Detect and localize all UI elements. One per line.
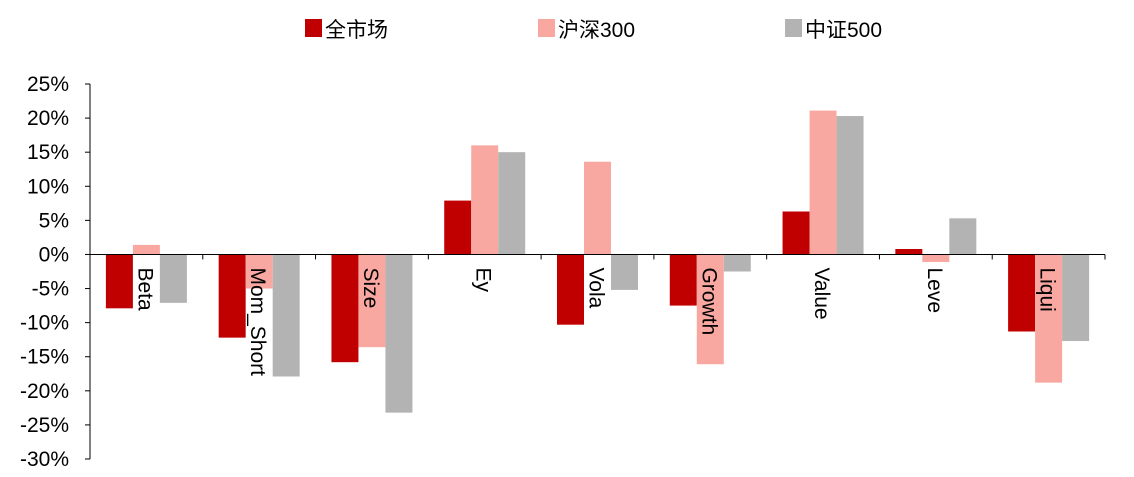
- bar-中证500-Leve: [949, 218, 977, 255]
- y-tick-label: -20%: [20, 380, 69, 403]
- bars: [105, 110, 1090, 413]
- x-axis: [89, 253, 1106, 260]
- legend-label: 沪深300: [558, 19, 635, 42]
- legend: 全市场 沪深300 中证500: [305, 19, 882, 42]
- category-label: Growth: [697, 267, 720, 335]
- legend-swatch: [538, 19, 555, 37]
- y-tick-label: 25%: [27, 73, 69, 96]
- category-label: Size: [359, 267, 382, 308]
- bar-全市场-Size: [331, 254, 359, 363]
- y-tick-label: 5%: [39, 209, 69, 232]
- bar-沪深300-Vola: [584, 161, 611, 255]
- bar-沪深300-Leve: [922, 254, 950, 262]
- category-label: Beta: [133, 267, 156, 311]
- category-label: Leve: [923, 267, 946, 313]
- bar-全市场-Vola: [557, 254, 584, 325]
- bar-沪深300-Beta: [132, 244, 160, 255]
- y-tick-label: -30%: [20, 448, 69, 471]
- y-tick-label: -10%: [20, 312, 69, 335]
- y-tick-label: 0%: [39, 243, 69, 266]
- bar-中证500-Value: [836, 116, 864, 255]
- bar-全市场-Mom_Short: [218, 254, 246, 338]
- category-label: Value: [810, 267, 833, 319]
- bar-全市场-Growth: [669, 254, 697, 306]
- y-axis: 25% 20% 15% 10% 5% 0% -5% -10% -15% -20% -25% -30%: [20, 73, 91, 471]
- category-label: Ey: [472, 267, 495, 292]
- category-labels: Beta Mom_Short Size Ey Vola Growth Value Leve Li…: [133, 267, 1058, 376]
- bar-全市场-Liqui: [1008, 254, 1036, 332]
- bar-全市场-Beta: [105, 254, 133, 309]
- bar-全市场-Leve: [895, 249, 923, 255]
- legend-swatch: [785, 19, 802, 37]
- y-tick-label: -5%: [32, 278, 69, 301]
- bar-沪深300-Size: [358, 254, 386, 348]
- bar-全市场-Ey: [444, 200, 472, 255]
- bar-全市场-Value: [782, 211, 810, 255]
- bar-中证500-Liqui: [1062, 254, 1090, 342]
- bar-沪深300-Value: [809, 110, 837, 255]
- category-label: Liqui: [1036, 267, 1059, 311]
- bar-沪深300-Growth: [696, 254, 724, 365]
- legend-swatch: [305, 19, 322, 37]
- bar-沪深300-Liqui: [1035, 254, 1063, 383]
- y-tick-label: -25%: [20, 414, 69, 437]
- legend-label: 中证500: [805, 19, 882, 42]
- bar-中证500-Vola: [611, 254, 638, 290]
- bar-中证500-Growth: [723, 254, 751, 272]
- bar-中证500-Beta: [159, 254, 187, 303]
- bar-沪深300-Mom_Short: [245, 254, 273, 289]
- y-tick-label: 20%: [27, 107, 69, 130]
- legend-label: 全市场: [325, 19, 388, 42]
- bar-沪深300-Ey: [471, 145, 499, 255]
- bar-中证500-Mom_Short: [272, 254, 300, 377]
- y-tick-label: -15%: [20, 346, 69, 369]
- y-tick-label: 15%: [27, 141, 69, 164]
- category-label: Vola: [585, 267, 608, 308]
- y-tick-label: 10%: [27, 175, 69, 198]
- category-label: Mom_Short: [246, 267, 269, 376]
- bar-中证500-Size: [385, 254, 413, 413]
- bar-中证500-Ey: [498, 152, 526, 255]
